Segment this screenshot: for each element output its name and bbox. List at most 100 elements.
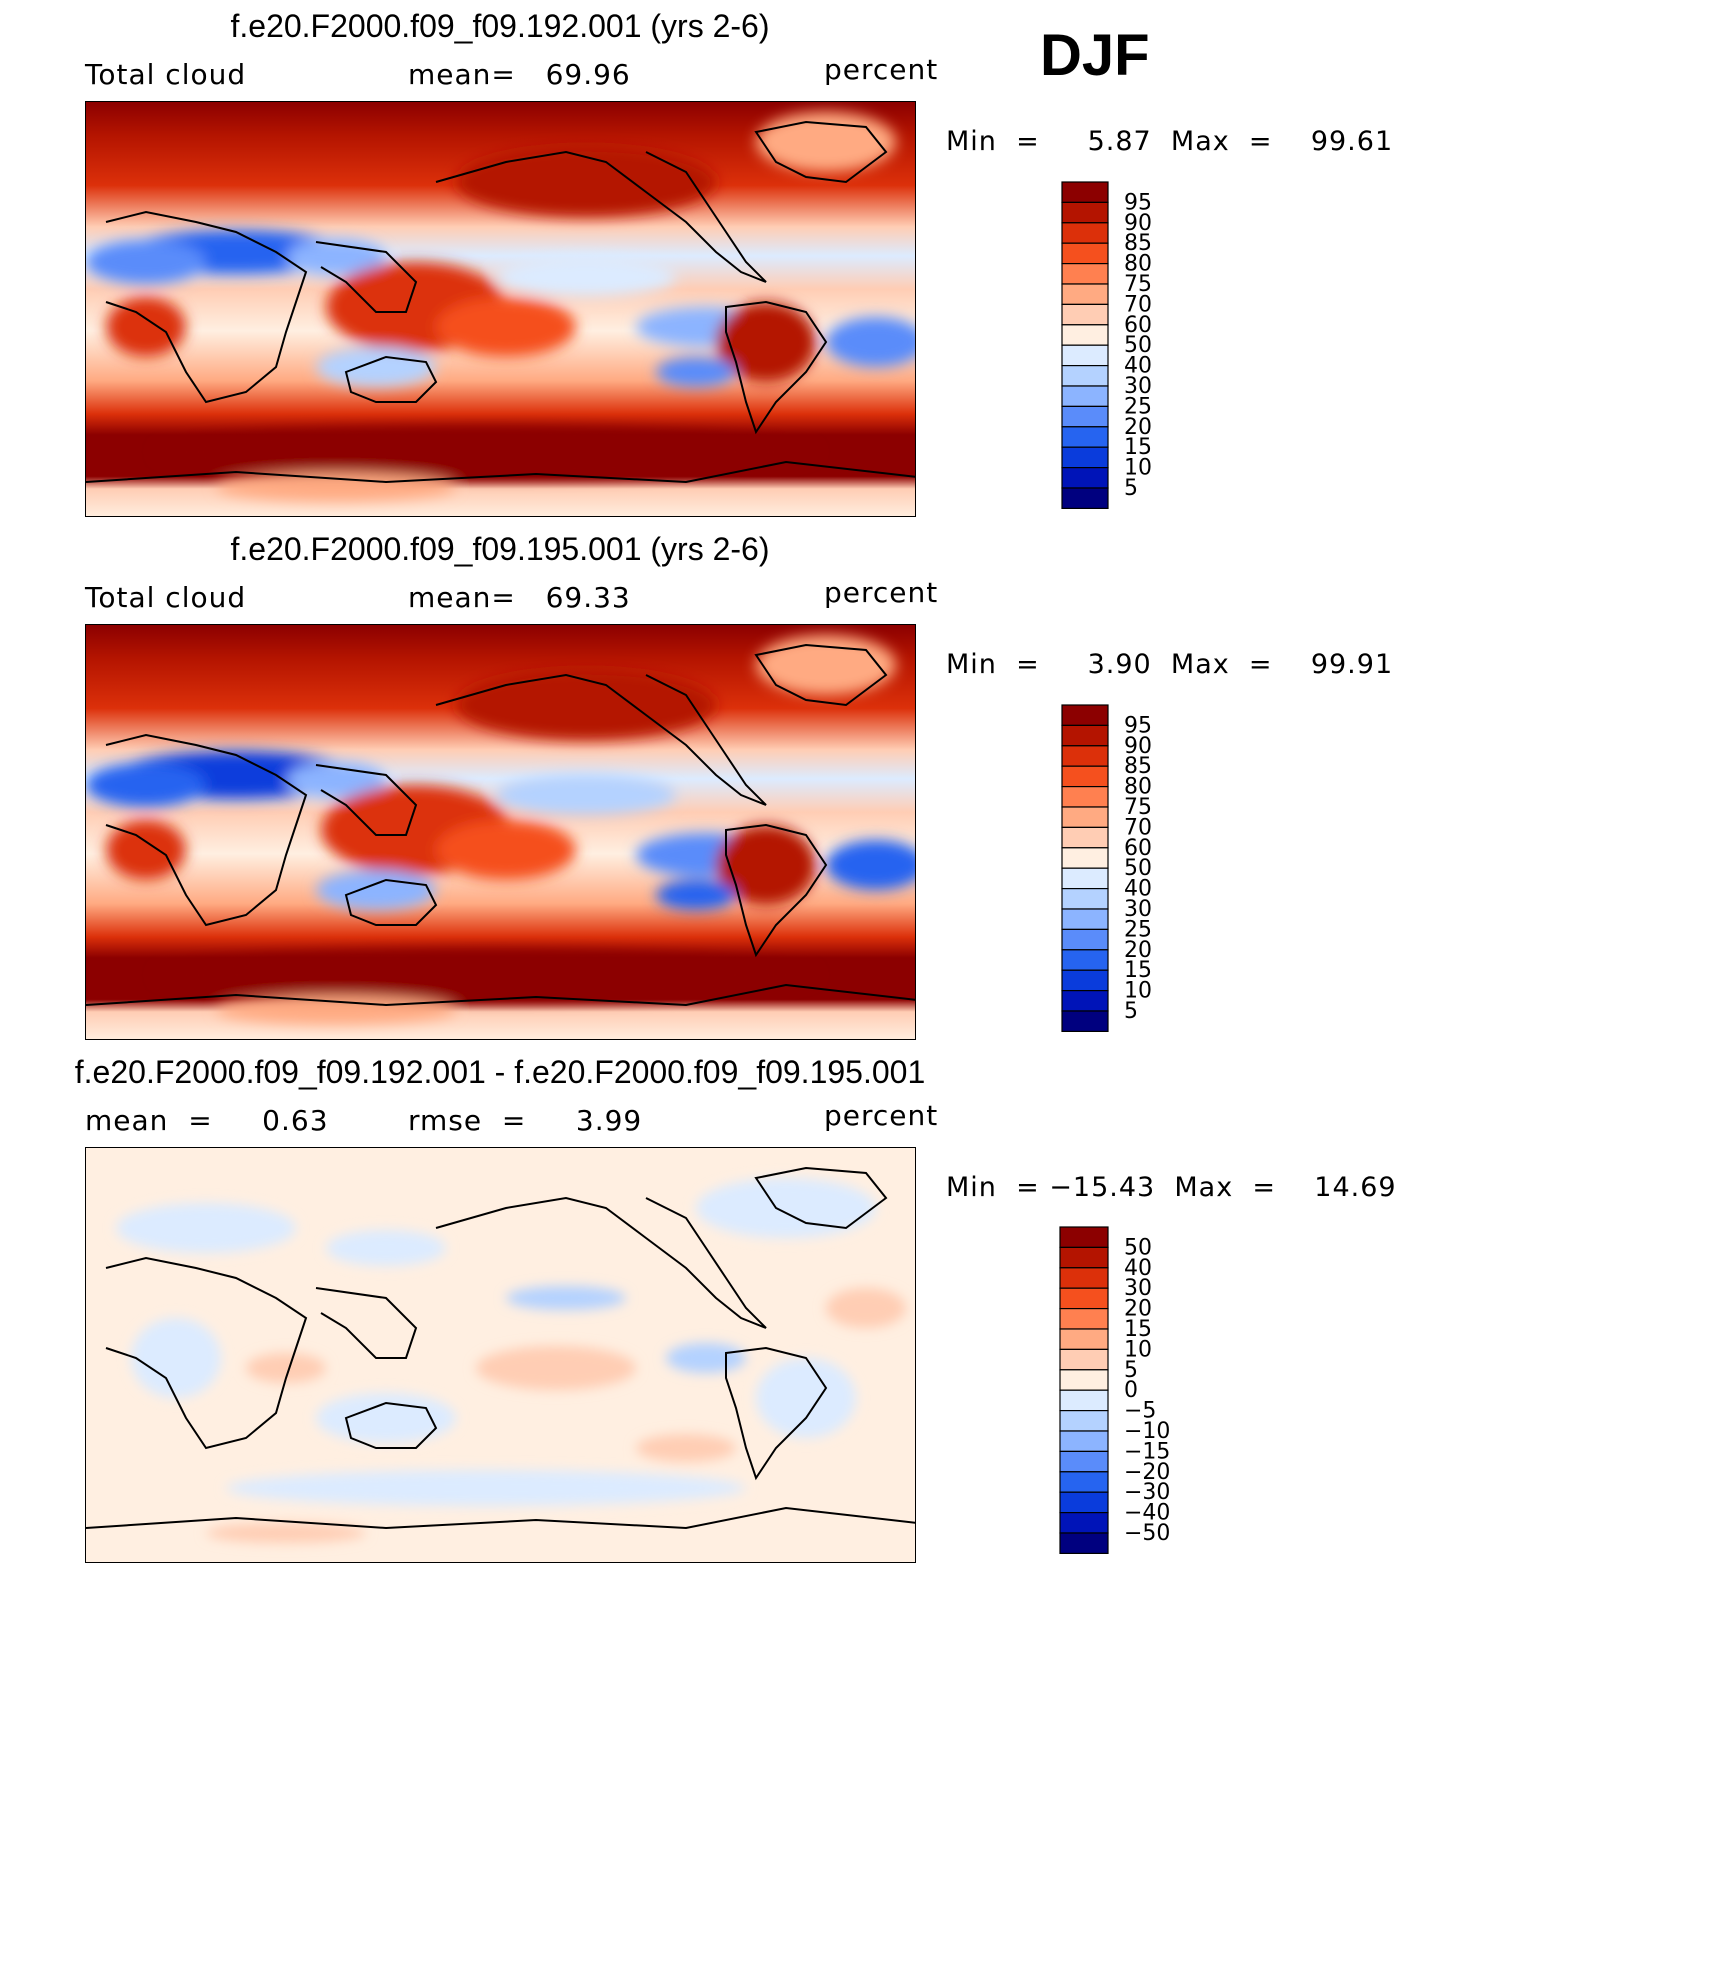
panel1-colorbar-label: 40 xyxy=(1124,354,1152,379)
panel1-colorbar-box xyxy=(1061,283,1109,305)
panel2-colorbar-box xyxy=(1061,745,1109,767)
panel2-colorbar-box xyxy=(1061,990,1109,1012)
panel3-colorbar-box xyxy=(1059,1430,1109,1452)
panel3-colorbar-label: −10 xyxy=(1124,1419,1170,1444)
panel1-colorbar-box xyxy=(1061,222,1109,244)
panel2-variable-label: Total cloud xyxy=(85,581,247,614)
panel3-colorbar-label: −20 xyxy=(1124,1460,1170,1485)
panel3-colorbar-label: −30 xyxy=(1124,1480,1170,1505)
panel3-colorbar: 50 40 30 20 15 10 5 0 −5 −10 −15 −20 −30 −40 −50 xyxy=(1059,1226,1200,1554)
panel2-colorbar-label: 70 xyxy=(1124,815,1152,840)
panel1-colorbar-box xyxy=(1061,201,1109,224)
panel2-colorbar-box xyxy=(1061,1010,1109,1032)
panel2-colorbar: 95 90 85 80 75 70 60 50 40 30 25 20 15 10 5 xyxy=(1061,704,1182,1032)
panel2-colorbar-box xyxy=(1061,765,1109,788)
panel2-title: f.e20.F2000.f09_f09.195.001 (yrs 2-6) xyxy=(230,531,770,567)
panel3-colorbar-label: 15 xyxy=(1124,1317,1152,1342)
panel3-colorbar-label: 5 xyxy=(1124,1358,1138,1383)
panel2-colorbar-box xyxy=(1061,949,1109,971)
panel3-colorbar-label: 10 xyxy=(1124,1337,1152,1362)
panel1-colorbar-box xyxy=(1061,405,1109,428)
panel3-colorbar-box xyxy=(1059,1512,1109,1534)
panel3-colorbar-label: 0 xyxy=(1124,1378,1138,1403)
panel3-colorbar-box xyxy=(1059,1450,1109,1473)
panel1-units-label: percent xyxy=(824,53,939,86)
panel3-colorbar-box xyxy=(1059,1410,1109,1432)
panel3-colorbar-box xyxy=(1059,1287,1109,1310)
panel1-colorbar-label: 60 xyxy=(1124,313,1152,338)
panel3-coastlines xyxy=(86,1166,915,1530)
panel1-colorbar-box xyxy=(1061,426,1109,448)
panel3-map xyxy=(85,1147,916,1563)
season-label: DJF xyxy=(1040,23,1150,88)
panel1-colorbar-box xyxy=(1061,446,1109,469)
panel1-colorbar-label: 85 xyxy=(1124,231,1152,256)
panel1-colorbar-label: 25 xyxy=(1124,394,1152,419)
panel1-colorbar-box xyxy=(1061,344,1109,367)
panel2-colorbar-box xyxy=(1061,969,1109,992)
panel2-mean-label: mean= 69.33 xyxy=(408,581,631,614)
panel3-rmse-label: rmse = 3.99 xyxy=(408,1104,643,1137)
panel3-minmax: Min = −15.43 Max = 14.69 xyxy=(946,1172,1397,1203)
panel1-colorbar-label: 15 xyxy=(1124,435,1152,460)
panel1-colorbar-label: 30 xyxy=(1124,374,1152,399)
panel3-colorbar-label: 40 xyxy=(1124,1256,1152,1281)
panel3-colorbar-box xyxy=(1059,1307,1109,1330)
panel3-units-label: percent xyxy=(824,1099,939,1132)
panel2-colorbar-label: 10 xyxy=(1124,979,1152,1004)
panel2-colorbar-label: 80 xyxy=(1124,775,1152,800)
panel2-colorbar-label: 85 xyxy=(1124,754,1152,779)
panel2-colorbar-box xyxy=(1061,847,1109,869)
panel2-colorbar-box xyxy=(1061,908,1109,930)
panel1-colorbar-label: 10 xyxy=(1124,456,1152,481)
panel2-colorbar-label: 20 xyxy=(1124,938,1152,963)
panel3-field xyxy=(86,1148,915,1562)
panel3-colorbar-box xyxy=(1059,1246,1109,1269)
panel1-colorbar-label: 5 xyxy=(1124,476,1138,501)
panel3-colorbar-label: −5 xyxy=(1124,1399,1156,1424)
panel1-colorbar-box xyxy=(1061,467,1109,489)
panel2-colorbar-box xyxy=(1061,928,1109,951)
panel2-colorbar-label: 75 xyxy=(1124,795,1152,820)
panel3-colorbar-label: 30 xyxy=(1124,1276,1152,1301)
panel1-colorbar-label: 95 xyxy=(1124,190,1152,215)
panel1-field xyxy=(86,102,915,516)
panel1-colorbar-label: 20 xyxy=(1124,415,1152,440)
panel1-minmax: Min = 5.87 Max = 99.61 xyxy=(946,126,1394,157)
panel2-colorbar-box xyxy=(1061,888,1109,910)
panel3-colorbar-label: −40 xyxy=(1124,1501,1170,1526)
panel3-colorbar-box xyxy=(1059,1226,1109,1248)
panel3-colorbar-label: 20 xyxy=(1124,1297,1152,1322)
panel1-mean-label: mean= 69.96 xyxy=(408,58,631,91)
panel3-colorbar-box xyxy=(1059,1328,1109,1350)
panel1-colorbar-label: 80 xyxy=(1124,252,1152,277)
panel1-colorbar-box xyxy=(1061,487,1109,509)
panel1-colorbar-box xyxy=(1061,385,1109,407)
panel2-colorbar-label: 90 xyxy=(1124,734,1152,759)
panel3-colorbar-box xyxy=(1059,1471,1109,1493)
panel3-colorbar-box xyxy=(1059,1348,1109,1371)
panel3-mean-label: mean = 0.63 xyxy=(85,1104,329,1137)
panel3-colorbar-box xyxy=(1059,1267,1109,1289)
panel3-colorbar-box xyxy=(1059,1389,1109,1412)
panel2-coastlines xyxy=(86,643,915,1007)
panel2-colorbar-box xyxy=(1061,785,1109,808)
panel1-colorbar: 95 90 85 80 75 70 60 50 40 30 25 20 15 10 5 xyxy=(1061,181,1182,509)
panel1-colorbar-box xyxy=(1061,181,1109,203)
panel1-colorbar-label: 75 xyxy=(1124,272,1152,297)
panel1-colorbar-label: 90 xyxy=(1124,211,1152,236)
panel2-colorbar-box xyxy=(1061,806,1109,828)
panel2-colorbar-label: 40 xyxy=(1124,877,1152,902)
panel3-colorbar-label: −15 xyxy=(1124,1439,1170,1464)
panel2-colorbar-box xyxy=(1061,867,1109,890)
panel3-colorbar-box xyxy=(1059,1532,1109,1554)
panel3-colorbar-box xyxy=(1059,1491,1109,1514)
panel2-colorbar-label: 50 xyxy=(1124,856,1152,881)
panel2-units-label: percent xyxy=(824,576,939,609)
panel1-map xyxy=(85,101,916,517)
panel2-field xyxy=(86,625,915,1039)
panel3-title: f.e20.F2000.f09_f09.192.001 - f.e20.F200… xyxy=(74,1054,926,1090)
panel3-colorbar-label: −50 xyxy=(1124,1521,1170,1546)
panel2-colorbar-label: 30 xyxy=(1124,897,1152,922)
panel1-colorbar-box xyxy=(1061,365,1109,387)
